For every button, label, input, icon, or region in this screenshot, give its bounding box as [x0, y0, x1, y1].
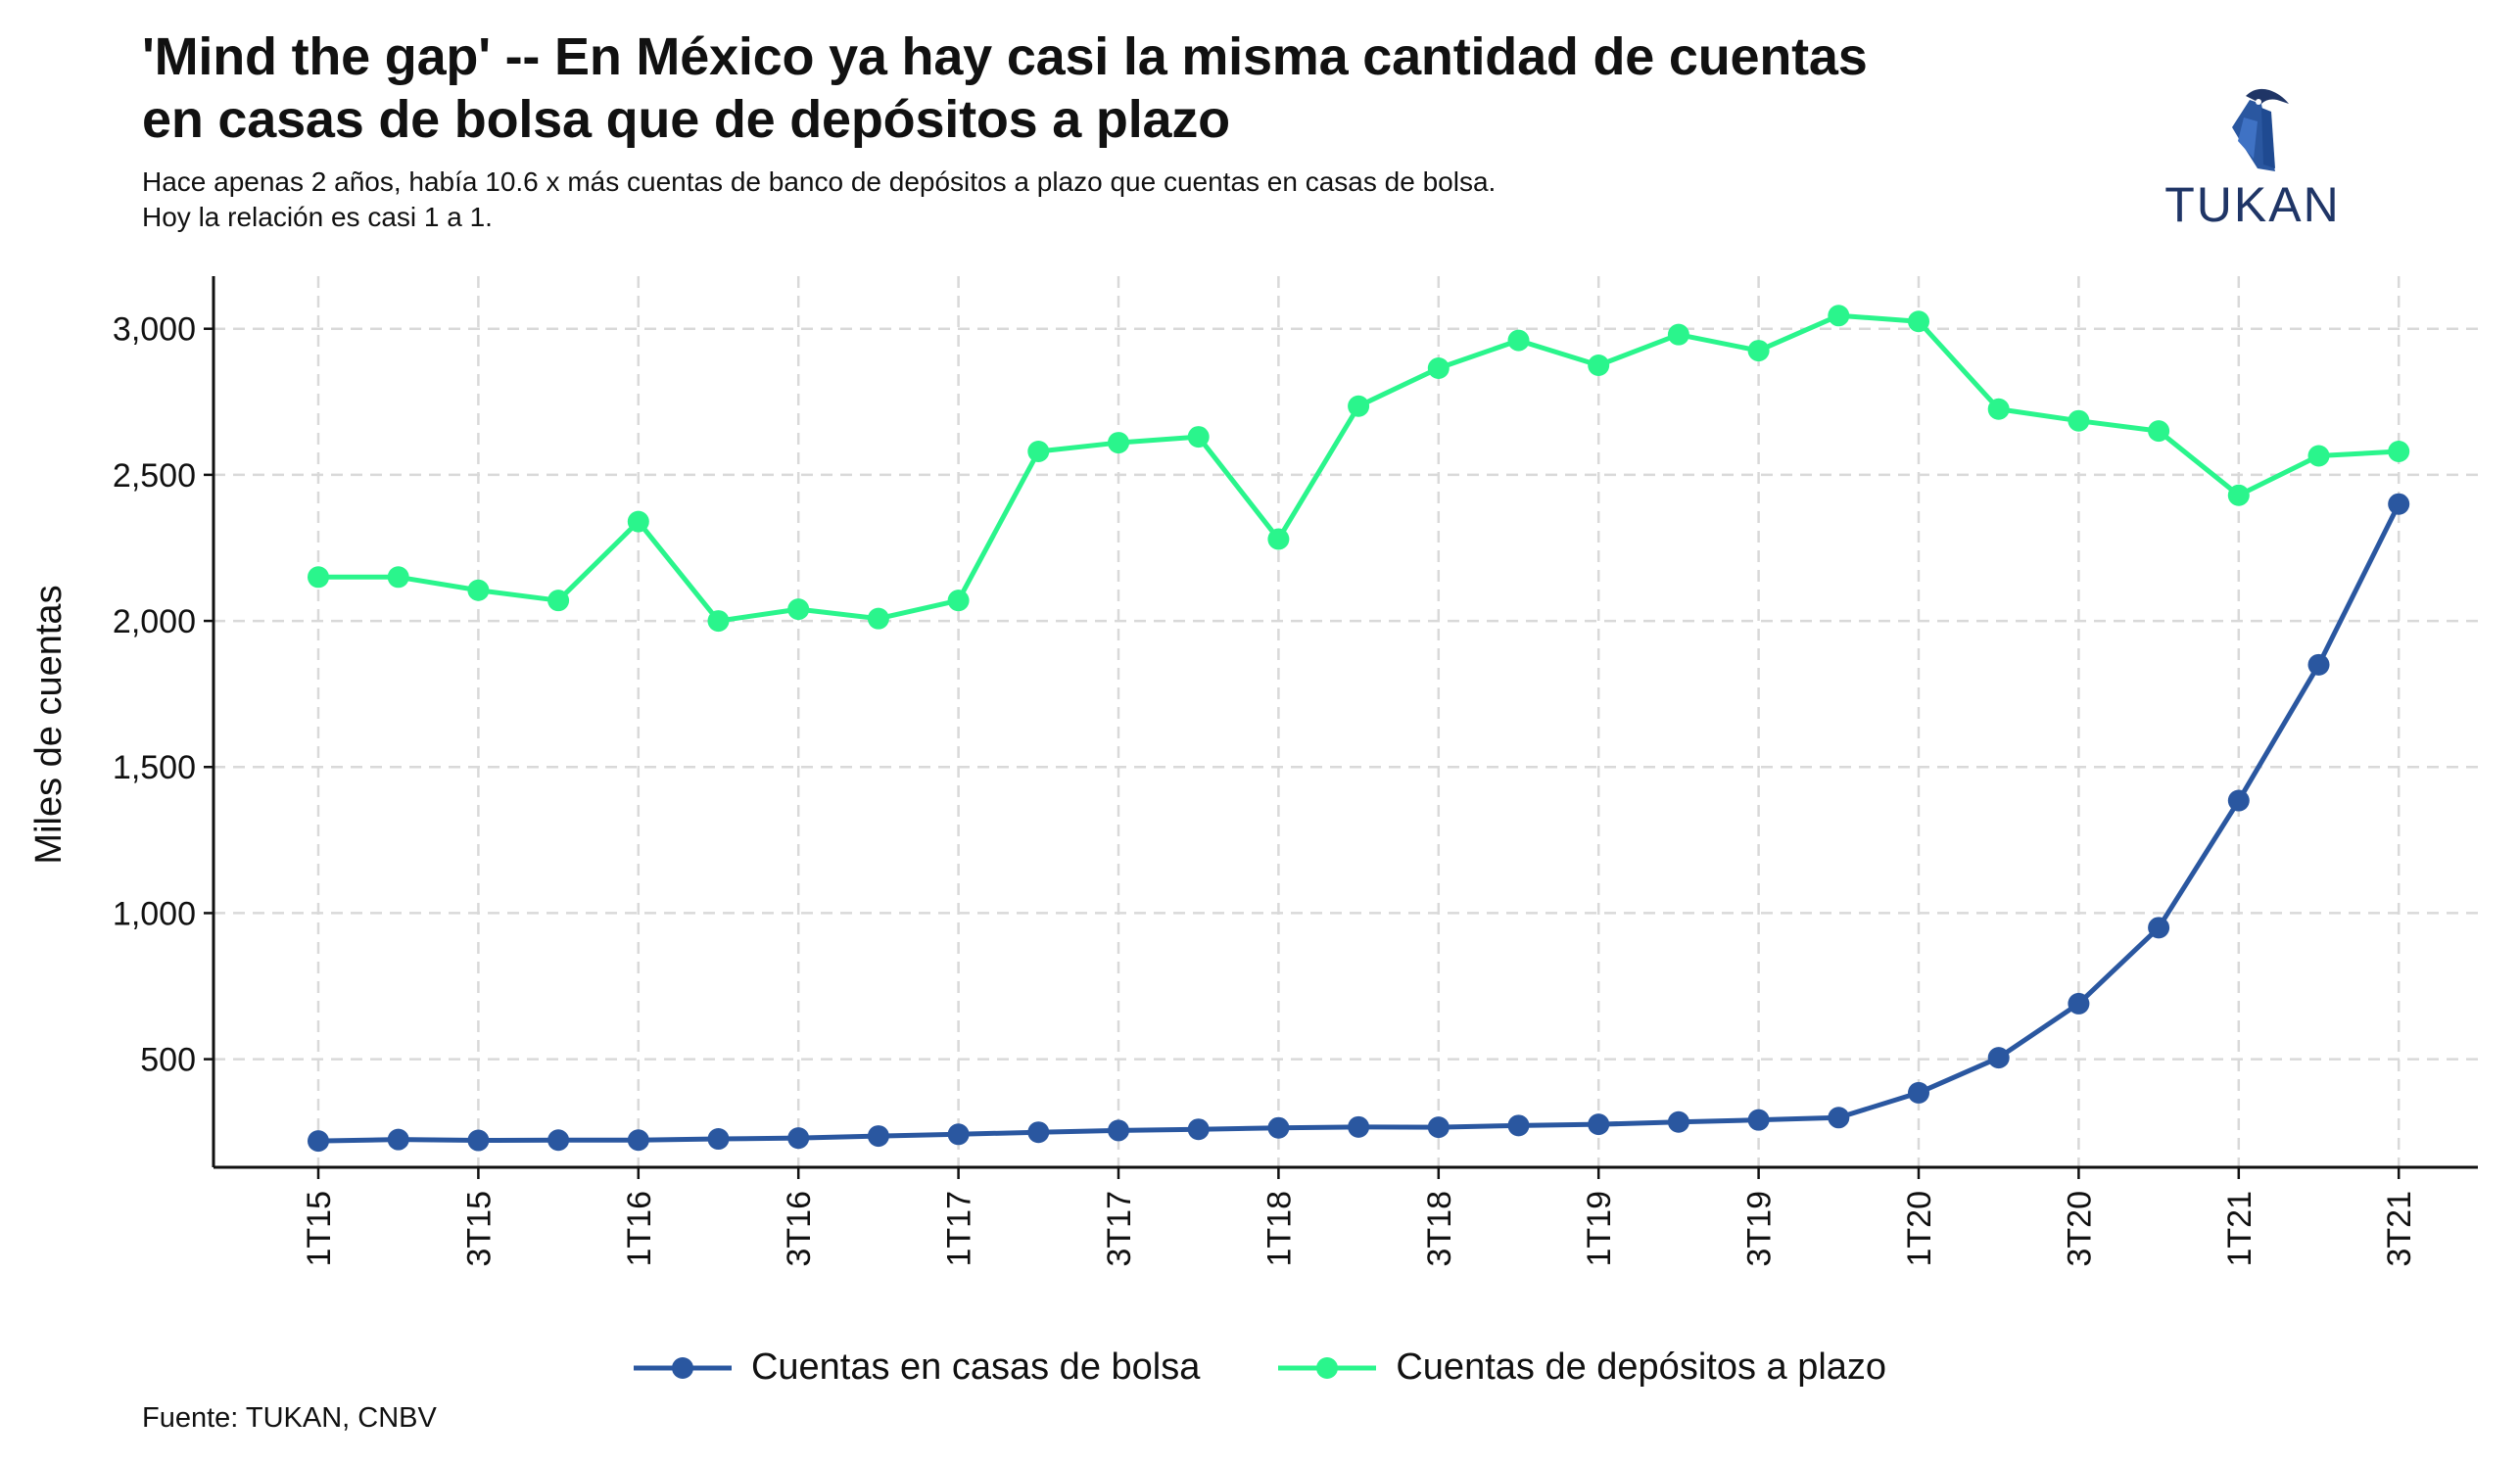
data-point-plazo — [2307, 445, 2330, 467]
data-point-bolsa — [1828, 1107, 1850, 1129]
data-point-plazo — [1267, 528, 1290, 550]
data-point-plazo — [387, 566, 409, 589]
title-line-1: 'Mind the gap' -- En México ya hay casi … — [142, 27, 1868, 86]
x-tick-label: 1T18 — [1260, 1191, 1298, 1267]
data-point-bolsa — [547, 1129, 570, 1152]
data-point-bolsa — [467, 1129, 490, 1152]
data-point-bolsa — [2307, 653, 2330, 676]
data-point-plazo — [2388, 441, 2410, 463]
tukan-logo: TUKAN — [2160, 78, 2346, 235]
series-line-bolsa — [317, 502, 2401, 1144]
x-tick-label: 1T21 — [2221, 1191, 2258, 1267]
data-point-bolsa — [947, 1123, 970, 1146]
data-point-bolsa — [308, 1130, 329, 1153]
data-point-plazo — [467, 579, 490, 601]
data-point-bolsa — [1667, 1110, 1689, 1133]
data-point-plazo — [1987, 398, 2010, 420]
legend-swatch-plazo — [1278, 1356, 1377, 1379]
x-tick-label: 1T15 — [301, 1191, 338, 1267]
data-point-bolsa — [2388, 493, 2410, 515]
data-point-plazo — [2148, 420, 2170, 443]
x-tick-label: 3T21 — [2381, 1191, 2418, 1267]
x-tick-label: 1T17 — [941, 1191, 978, 1267]
source-note: Fuente: TUKAN, CNBV — [142, 1402, 437, 1434]
data-point-bolsa — [387, 1128, 409, 1151]
data-point-plazo — [1427, 356, 1450, 379]
subtitle-line-1: Hace apenas 2 años, había 10.6 x más cue… — [142, 166, 1497, 197]
legend-swatch-bolsa — [633, 1356, 732, 1379]
data-point-bolsa — [2148, 917, 2170, 939]
data-point-plazo — [867, 607, 889, 630]
data-point-plazo — [627, 510, 649, 533]
data-point-bolsa — [787, 1127, 810, 1150]
data-point-bolsa — [1187, 1118, 1210, 1141]
data-point-bolsa — [1027, 1121, 1050, 1144]
x-tick-label: 3T17 — [1101, 1191, 1138, 1267]
legend-item-bolsa: Cuentas en casas de bolsa — [633, 1346, 1201, 1389]
data-point-bolsa — [1507, 1114, 1530, 1137]
x-tick-label: 1T20 — [1901, 1191, 1938, 1267]
x-tick-label: 3T20 — [2061, 1191, 2098, 1267]
subtitle-line-2: Hoy la relación es casi 1 a 1. — [142, 202, 493, 232]
data-point-plazo — [2068, 409, 2090, 432]
data-point-bolsa — [867, 1125, 889, 1148]
data-point-plazo — [1108, 432, 1129, 454]
legend-item-plazo: Cuentas de depósitos a plazo — [1278, 1346, 1886, 1389]
series-layer — [308, 305, 2410, 1153]
legend-label-bolsa: Cuentas en casas de bolsa — [750, 1346, 1201, 1388]
x-tick-label: 1T19 — [1581, 1191, 1618, 1267]
data-point-plazo — [1908, 310, 1929, 333]
data-point-bolsa — [1588, 1113, 1610, 1136]
data-point-bolsa — [1108, 1119, 1129, 1142]
y-tick-label: 2,000 — [113, 603, 196, 640]
data-point-plazo — [1588, 354, 1610, 376]
title-line-2: en casas de bolsa que de depósitos a pla… — [142, 90, 1230, 149]
y-axis-label: Miles de cuentas — [28, 585, 70, 864]
data-point-plazo — [1027, 441, 1050, 463]
data-point-bolsa — [1348, 1115, 1370, 1138]
x-tick-label: 1T16 — [621, 1191, 658, 1267]
y-tick-label: 3,000 — [113, 311, 196, 349]
x-tick-label: 3T19 — [1741, 1191, 1779, 1267]
x-tick-label: 3T18 — [1421, 1191, 1458, 1267]
data-point-plazo — [787, 598, 810, 621]
data-point-plazo — [1828, 305, 1850, 327]
data-point-bolsa — [1747, 1109, 1770, 1131]
toucan-logo-icon — [2232, 88, 2289, 171]
data-point-bolsa — [1267, 1116, 1290, 1139]
data-point-bolsa — [2227, 789, 2250, 812]
data-point-plazo — [547, 590, 570, 612]
chart-legend: Cuentas en casas de bolsa Cuentas de dep… — [0, 1346, 2520, 1389]
chart-subtitle: Hace apenas 2 años, había 10.6 x más cue… — [142, 165, 1496, 235]
data-point-plazo — [707, 610, 730, 633]
data-point-plazo — [1747, 340, 1770, 362]
grid-layer — [214, 276, 2478, 1167]
y-tick-label: 1,500 — [113, 749, 196, 786]
data-point-bolsa — [707, 1128, 730, 1151]
data-point-plazo — [1667, 323, 1689, 346]
data-point-bolsa — [1908, 1081, 1929, 1104]
data-point-bolsa — [1987, 1047, 2010, 1069]
y-tick-label: 2,500 — [113, 457, 196, 495]
data-point-plazo — [2227, 484, 2250, 506]
data-point-bolsa — [627, 1129, 649, 1152]
series-line-plazo — [318, 312, 2400, 624]
x-tick-label: 3T15 — [460, 1191, 498, 1267]
data-point-bolsa — [1427, 1116, 1450, 1139]
legend-label-plazo: Cuentas de depósitos a plazo — [1396, 1346, 1887, 1388]
chart-title: 'Mind the gap' -- En México ya hay casi … — [142, 25, 1868, 151]
y-tick-label: 500 — [140, 1042, 196, 1079]
logo-text: TUKAN — [2164, 177, 2341, 232]
axes-layer: 500 1,000 1,500 2,000 2,500 3,000 1T15 3T15 1T16… — [113, 276, 2478, 1267]
data-point-plazo — [1348, 395, 1370, 417]
y-tick-label: 1,000 — [113, 895, 196, 932]
x-tick-label: 3T16 — [781, 1191, 818, 1267]
data-point-plazo — [1187, 426, 1210, 449]
data-point-plazo — [308, 566, 329, 589]
data-point-plazo — [1507, 329, 1530, 352]
data-point-plazo — [947, 590, 970, 612]
data-point-bolsa — [2068, 992, 2090, 1015]
